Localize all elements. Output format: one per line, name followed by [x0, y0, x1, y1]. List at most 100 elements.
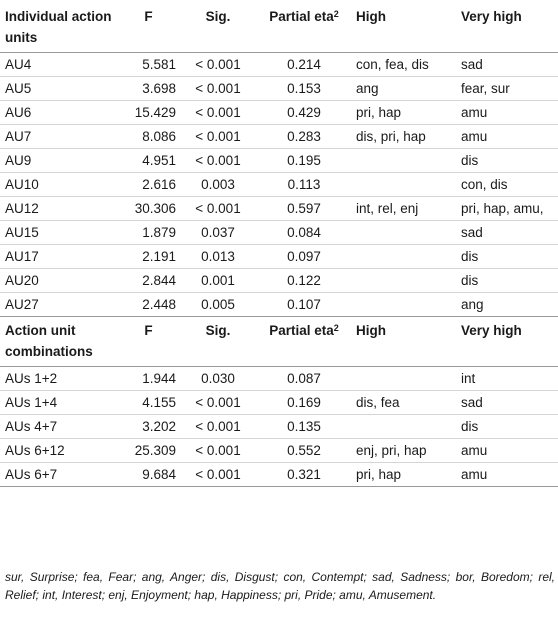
f-value: 9.684	[115, 462, 182, 487]
table-row: AUs 6+12 25.309 < 0.001 0.552 enj, pri, hap a…	[0, 438, 558, 463]
row-label: AU27	[0, 292, 115, 317]
header-row-individual: Individual action units F Sig. Partial e…	[0, 0, 558, 53]
high-emotions	[354, 220, 459, 245]
header-very-high: Very high	[459, 316, 558, 367]
sig-value: < 0.001	[182, 414, 254, 439]
header-partial-eta: Partial eta2	[254, 0, 354, 53]
row-label: AU15	[0, 220, 115, 245]
table-row: AU6 15.429 < 0.001 0.429 pri, hap amu	[0, 100, 558, 125]
f-value: 3.698	[115, 76, 182, 101]
sig-value: < 0.001	[182, 462, 254, 487]
very-high-emotions: con, dis	[459, 172, 558, 197]
high-emotions	[354, 292, 459, 317]
partial-eta-value: 0.283	[254, 124, 354, 149]
high-emotions: enj, pri, hap	[354, 438, 459, 463]
f-value: 4.155	[115, 390, 182, 415]
row-label: AU17	[0, 244, 115, 269]
row-label: AU5	[0, 76, 115, 101]
partial-eta-value: 0.087	[254, 366, 354, 391]
header-high: High	[354, 316, 459, 367]
partial-eta-value: 0.169	[254, 390, 354, 415]
very-high-emotions: amu	[459, 438, 558, 463]
table-row: AUs 6+7 9.684 < 0.001 0.321 pri, hap amu	[0, 462, 558, 487]
sig-value: 0.037	[182, 220, 254, 245]
partial-eta-value: 0.195	[254, 148, 354, 173]
row-label: AU6	[0, 100, 115, 125]
partial-eta-value: 0.153	[254, 76, 354, 101]
row-label: AUs 4+7	[0, 414, 115, 439]
very-high-emotions: dis	[459, 268, 558, 293]
f-value: 5.581	[115, 52, 182, 77]
high-emotions	[354, 244, 459, 269]
header-sig: Sig.	[205, 9, 231, 24]
partial-eta-value: 0.321	[254, 462, 354, 487]
table-row: AU20 2.844 0.001 0.122 dis	[0, 268, 558, 293]
header-high: High	[356, 9, 386, 24]
partial-eta-value: 0.597	[254, 196, 354, 221]
row-label: AU7	[0, 124, 115, 149]
row-label: AUs 6+7	[0, 462, 115, 487]
very-high-emotions: sad	[459, 220, 558, 245]
table-row: AU10 2.616 0.003 0.113 con, dis	[0, 172, 558, 197]
sig-value: < 0.001	[182, 124, 254, 149]
row-label: AUs 6+12	[0, 438, 115, 463]
table-row: AU15 1.879 0.037 0.084 sad	[0, 220, 558, 245]
f-value: 2.191	[115, 244, 182, 269]
f-value: 30.306	[115, 196, 182, 221]
partial-eta-value: 0.214	[254, 52, 354, 77]
header-f: F	[144, 9, 153, 24]
table-row: AUs 4+7 3.202 < 0.001 0.135 dis	[0, 414, 558, 439]
row-label: AU20	[0, 268, 115, 293]
high-emotions: con, fea, dis	[354, 52, 459, 77]
f-value: 3.202	[115, 414, 182, 439]
partial-eta-value: 0.122	[254, 268, 354, 293]
header-sig: Sig.	[182, 316, 254, 367]
table-row: AU7 8.086 < 0.001 0.283 dis, pri, hap amu	[0, 124, 558, 149]
sig-value: < 0.001	[182, 196, 254, 221]
high-emotions	[354, 148, 459, 173]
table-row: AUs 1+2 1.944 0.030 0.087 int	[0, 366, 558, 391]
sig-value: < 0.001	[182, 76, 254, 101]
partial-eta-value: 0.135	[254, 414, 354, 439]
header-row-combinations: Action unit combinations F Sig. Partial eta…	[0, 316, 558, 367]
eta-superscript: 2	[333, 323, 339, 333]
table-row: AU27 2.448 0.005 0.107 ang	[0, 292, 558, 317]
sig-value: 0.013	[182, 244, 254, 269]
header-partial-eta: Partial eta2	[254, 316, 354, 367]
sig-value: < 0.001	[182, 52, 254, 77]
header-individual-action-units: Individual action units	[5, 9, 112, 45]
very-high-emotions: fear, sur	[459, 76, 558, 101]
sig-value: < 0.001	[182, 148, 254, 173]
high-emotions: int, rel, enj	[354, 196, 459, 221]
row-label: AU12	[0, 196, 115, 221]
high-emotions	[354, 366, 459, 391]
partial-eta-value: 0.084	[254, 220, 354, 245]
partial-eta-value: 0.107	[254, 292, 354, 317]
table-footnote: sur, Surprise; fea, Fear; ang, Anger; di…	[5, 570, 555, 602]
table-row: AU9 4.951 < 0.001 0.195 dis	[0, 148, 558, 173]
partial-eta-label: Partial eta	[269, 323, 334, 338]
very-high-emotions: pri, hap, amu,	[459, 196, 558, 221]
f-value: 2.616	[115, 172, 182, 197]
row-label: AU9	[0, 148, 115, 173]
partial-eta-value: 0.113	[254, 172, 354, 197]
high-emotions: pri, hap	[354, 462, 459, 487]
f-value: 25.309	[115, 438, 182, 463]
sig-value: < 0.001	[182, 390, 254, 415]
f-value: 2.448	[115, 292, 182, 317]
very-high-emotions: dis	[459, 414, 558, 439]
high-emotions	[354, 172, 459, 197]
header-very-high: Very high	[461, 9, 522, 24]
row-label: AUs 1+4	[0, 390, 115, 415]
very-high-emotions: ang	[459, 292, 558, 317]
high-emotions: dis, fea	[354, 390, 459, 415]
partial-eta-value: 0.552	[254, 438, 354, 463]
very-high-emotions: dis	[459, 148, 558, 173]
f-value: 1.944	[115, 366, 182, 391]
very-high-emotions: int	[459, 366, 558, 391]
f-value: 1.879	[115, 220, 182, 245]
table-row: AUs 1+4 4.155 < 0.001 0.169 dis, fea sad	[0, 390, 558, 415]
partial-eta-value: 0.429	[254, 100, 354, 125]
header-f: F	[115, 316, 182, 367]
f-value: 15.429	[115, 100, 182, 125]
